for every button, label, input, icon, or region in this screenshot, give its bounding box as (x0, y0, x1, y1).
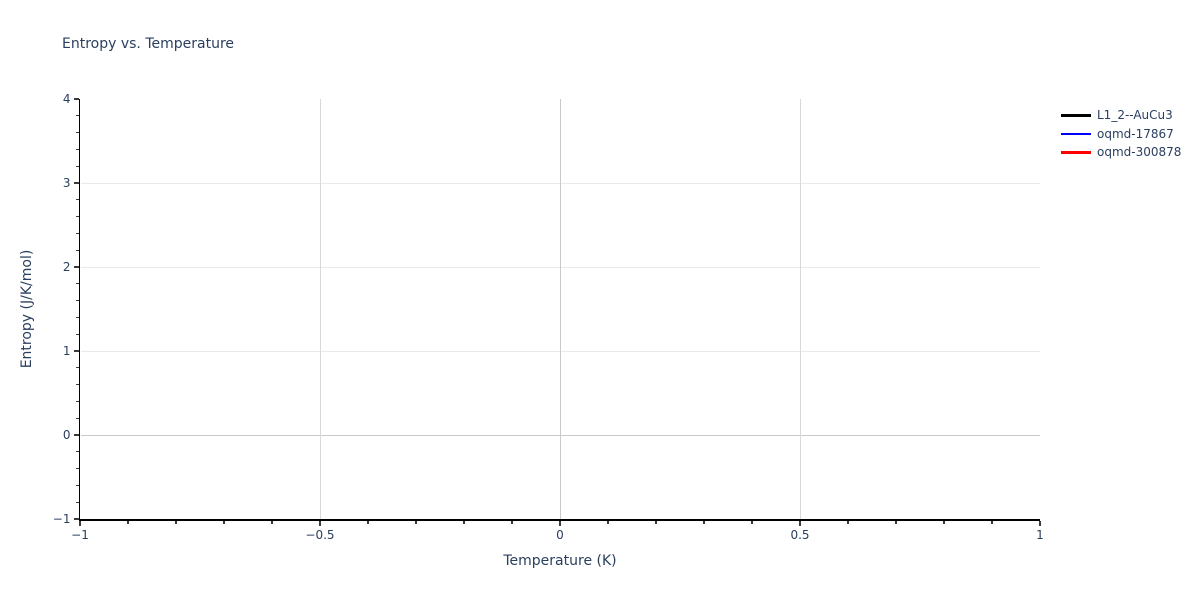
x-minor-tick (127, 520, 129, 524)
y-minor-tick (75, 249, 79, 251)
x-minor-tick (751, 520, 753, 524)
x-minor-tick (367, 520, 369, 524)
v-gridline (800, 99, 801, 519)
y-tick-label: 3 (62, 175, 71, 190)
legend-item[interactable]: oqmd-300878 (1061, 143, 1181, 162)
y-minor-tick (75, 199, 79, 201)
y-minor-tick (75, 132, 79, 134)
x-minor-tick (415, 520, 417, 524)
x-tick-label: −0.5 (305, 528, 335, 542)
y-minor-tick (75, 333, 79, 335)
y-minor-tick (75, 148, 79, 150)
legend-label: L1_2--AuCu3 (1097, 108, 1173, 123)
x-minor-tick (991, 520, 993, 524)
y-tick-label: −1 (52, 511, 71, 526)
y-minor-tick (75, 384, 79, 386)
x-axis-title: Temperature (K) (503, 553, 617, 569)
y-minor-tick (75, 316, 79, 318)
x-minor-tick (895, 520, 897, 524)
v-gridline (560, 99, 561, 519)
legend-line-sample (1061, 151, 1091, 154)
y-minor-tick (75, 216, 79, 218)
y-minor-tick (75, 283, 79, 285)
x-axis-line (78, 519, 1040, 521)
x-tick-label: 0 (556, 528, 564, 542)
x-minor-tick (703, 520, 705, 524)
y-tick-label: 0 (62, 427, 71, 442)
x-minor-tick (463, 520, 465, 524)
y-major-tick (73, 98, 79, 100)
x-major-tick (319, 520, 321, 526)
y-minor-tick (75, 115, 79, 117)
y-minor-tick (75, 417, 79, 419)
y-tick-label: 1 (62, 343, 71, 358)
y-minor-tick (75, 484, 79, 486)
y-minor-tick (75, 468, 79, 470)
x-minor-tick (847, 520, 849, 524)
y-axis-line (78, 99, 80, 521)
x-tick-label: 0.5 (790, 528, 810, 542)
x-minor-tick (511, 520, 513, 524)
legend-line-sample (1061, 132, 1091, 135)
x-tick-label: −1 (71, 528, 89, 542)
y-major-tick (73, 182, 79, 184)
y-minor-tick (75, 501, 79, 503)
y-minor-tick (75, 300, 79, 302)
y-minor-tick (75, 165, 79, 167)
v-gridline (320, 99, 321, 519)
y-major-tick (73, 518, 79, 520)
x-tick-label: 1 (1036, 528, 1044, 542)
chart-title: Entropy vs. Temperature (62, 36, 235, 52)
y-tick-label: 4 (62, 91, 71, 106)
y-minor-tick (75, 232, 79, 234)
x-major-tick (559, 520, 561, 526)
legend: L1_2--AuCu3 oqmd-17867 oqmd-300878 (1061, 106, 1181, 162)
x-minor-tick (607, 520, 609, 524)
x-major-tick (799, 520, 801, 526)
legend-item[interactable]: oqmd-17867 (1061, 125, 1181, 144)
y-major-tick (73, 350, 79, 352)
x-major-tick (1039, 520, 1041, 526)
x-minor-tick (223, 520, 225, 524)
y-minor-tick (75, 367, 79, 369)
y-tick-label: 2 (62, 259, 71, 274)
y-minor-tick (75, 400, 79, 402)
x-major-tick (79, 520, 81, 526)
y-minor-tick (75, 451, 79, 453)
y-major-tick (73, 434, 79, 436)
x-minor-tick (271, 520, 273, 524)
y-major-tick (73, 266, 79, 268)
x-minor-tick (175, 520, 177, 524)
plot-area[interactable] (80, 99, 1040, 519)
legend-label: oqmd-17867 (1097, 126, 1174, 141)
x-minor-tick (943, 520, 945, 524)
legend-item[interactable]: L1_2--AuCu3 (1061, 106, 1181, 125)
legend-line-sample (1061, 114, 1091, 117)
x-minor-tick (655, 520, 657, 524)
legend-label: oqmd-300878 (1097, 145, 1182, 160)
